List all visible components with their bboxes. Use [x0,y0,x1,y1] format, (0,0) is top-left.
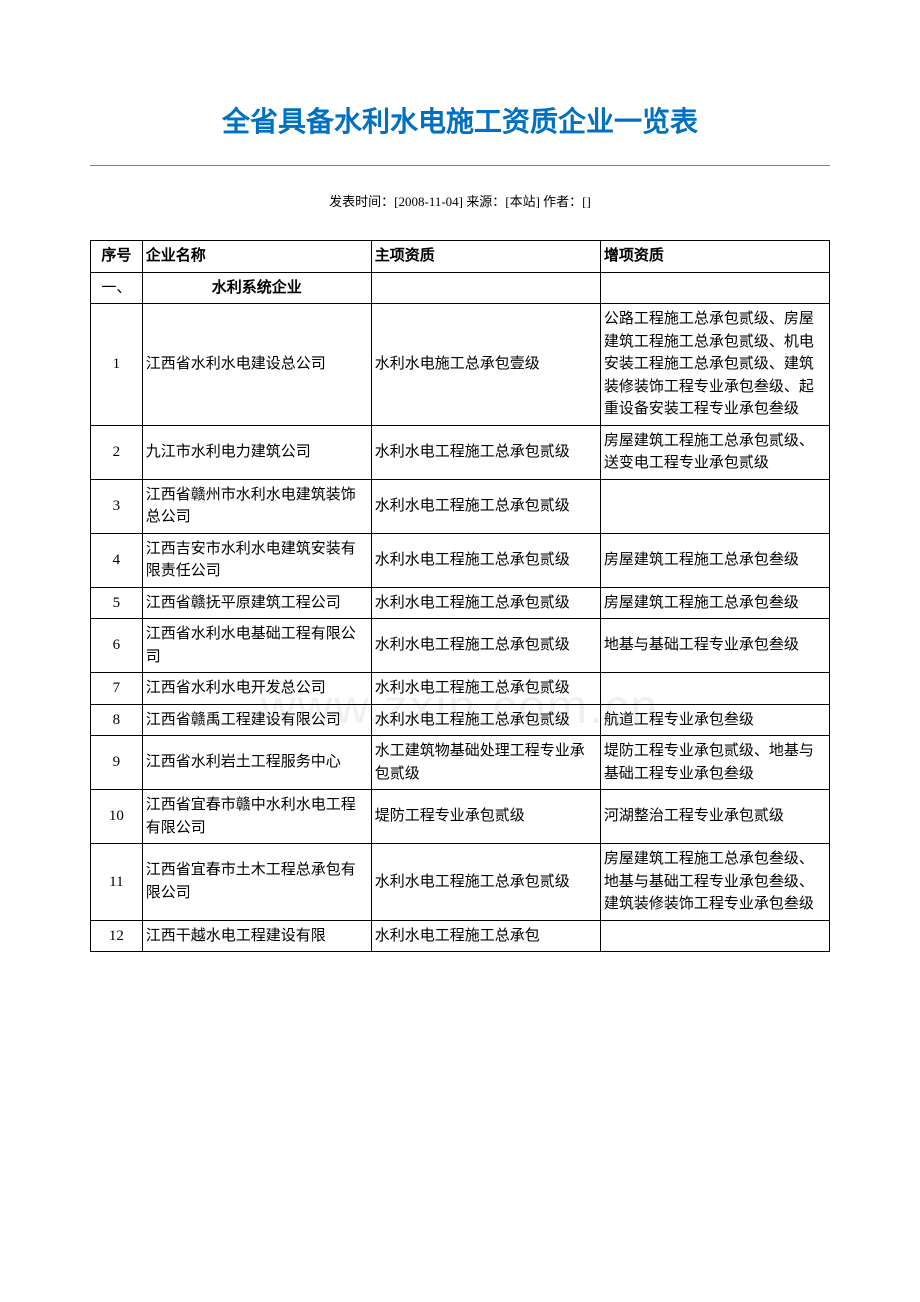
cell-seq: 3 [91,479,143,533]
cell-seq: 1 [91,304,143,426]
cell-seq: 9 [91,736,143,790]
table-body: 一、 水利系统企业 1江西省水利水电建设总公司水利水电施工总承包壹级公路工程施工… [91,272,830,952]
cell-name: 江西省宜春市土木工程总承包有限公司 [142,844,371,921]
header-main: 主项资质 [371,241,600,273]
cell-main: 水利水电施工总承包壹级 [371,304,600,426]
cell-name: 江西省水利岩土工程服务中心 [142,736,371,790]
cell-main: 水利水电工程施工总承包贰级 [371,533,600,587]
header-extra: 增项资质 [600,241,829,273]
table-row: 6江西省水利水电基础工程有限公司水利水电工程施工总承包贰级地基与基础工程专业承包… [91,619,830,673]
table-row: 11江西省宜春市土木工程总承包有限公司水利水电工程施工总承包贰级房屋建筑工程施工… [91,844,830,921]
cell-seq: 12 [91,920,143,952]
table-row: 5江西省赣抚平原建筑工程公司水利水电工程施工总承包贰级房屋建筑工程施工总承包叁级 [91,587,830,619]
table-row: 2九江市水利电力建筑公司水利水电工程施工总承包贰级房屋建筑工程施工总承包贰级、送… [91,425,830,479]
cell-seq: 8 [91,704,143,736]
cell-extra: 航道工程专业承包叁级 [600,704,829,736]
cell-extra: 地基与基础工程专业承包叁级 [600,619,829,673]
cell-main: 水利水电工程施工总承包贰级 [371,704,600,736]
qualification-table: 序号 企业名称 主项资质 增项资质 一、 水利系统企业 1江西省水利水电建设总公… [90,240,830,952]
cell-seq: 11 [91,844,143,921]
section-row: 一、 水利系统企业 [91,272,830,304]
section-main [371,272,600,304]
cell-main: 水利水电工程施工总承包贰级 [371,673,600,705]
cell-main: 水利水电工程施工总承包贰级 [371,587,600,619]
cell-name: 江西干越水电工程建设有限 [142,920,371,952]
cell-main: 水利水电工程施工总承包贰级 [371,619,600,673]
section-extra [600,272,829,304]
cell-extra: 房屋建筑工程施工总承包叁级、地基与基础工程专业承包叁级、建筑装修装饰工程专业承包… [600,844,829,921]
cell-seq: 7 [91,673,143,705]
cell-main: 水利水电工程施工总承包贰级 [371,425,600,479]
cell-name: 江西省赣抚平原建筑工程公司 [142,587,371,619]
cell-name: 江西省水利水电开发总公司 [142,673,371,705]
meta-info: 发表时间：[2008-11-04] 来源：[本站] 作者：[] [90,191,830,210]
cell-extra [600,479,829,533]
divider [90,165,830,166]
cell-name: 江西省赣州市水利水电建筑装饰总公司 [142,479,371,533]
table-row: 10江西省宜春市赣中水利水电工程有限公司堤防工程专业承包贰级河湖整治工程专业承包… [91,790,830,844]
cell-main: 水利水电工程施工总承包 [371,920,600,952]
section-name: 水利系统企业 [142,272,371,304]
cell-name: 九江市水利电力建筑公司 [142,425,371,479]
cell-seq: 6 [91,619,143,673]
section-seq: 一、 [91,272,143,304]
cell-seq: 4 [91,533,143,587]
cell-name: 江西省宜春市赣中水利水电工程有限公司 [142,790,371,844]
cell-extra: 房屋建筑工程施工总承包贰级、送变电工程专业承包贰级 [600,425,829,479]
cell-extra: 堤防工程专业承包贰级、地基与基础工程专业承包叁级 [600,736,829,790]
table-row: 3江西省赣州市水利水电建筑装饰总公司水利水电工程施工总承包贰级 [91,479,830,533]
cell-main: 水利水电工程施工总承包贰级 [371,844,600,921]
cell-main: 水工建筑物基础处理工程专业承包贰级 [371,736,600,790]
cell-extra [600,920,829,952]
cell-name: 江西吉安市水利水电建筑安装有限责任公司 [142,533,371,587]
table-header-row: 序号 企业名称 主项资质 增项资质 [91,241,830,273]
table-row: 7江西省水利水电开发总公司水利水电工程施工总承包贰级 [91,673,830,705]
cell-extra: 房屋建筑工程施工总承包叁级 [600,587,829,619]
cell-main: 堤防工程专业承包贰级 [371,790,600,844]
cell-extra [600,673,829,705]
cell-seq: 5 [91,587,143,619]
header-seq: 序号 [91,241,143,273]
cell-extra: 河湖整治工程专业承包贰级 [600,790,829,844]
cell-main: 水利水电工程施工总承包贰级 [371,479,600,533]
table-row: 12江西干越水电工程建设有限水利水电工程施工总承包 [91,920,830,952]
cell-name: 江西省水利水电基础工程有限公司 [142,619,371,673]
cell-extra: 公路工程施工总承包贰级、房屋建筑工程施工总承包贰级、机电安装工程施工总承包贰级、… [600,304,829,426]
header-name: 企业名称 [142,241,371,273]
table-row: 4江西吉安市水利水电建筑安装有限责任公司水利水电工程施工总承包贰级房屋建筑工程施… [91,533,830,587]
cell-extra: 房屋建筑工程施工总承包叁级 [600,533,829,587]
cell-seq: 10 [91,790,143,844]
cell-name: 江西省赣禹工程建设有限公司 [142,704,371,736]
table-row: 1江西省水利水电建设总公司水利水电施工总承包壹级公路工程施工总承包贰级、房屋建筑… [91,304,830,426]
cell-seq: 2 [91,425,143,479]
table-row: 9江西省水利岩土工程服务中心水工建筑物基础处理工程专业承包贰级堤防工程专业承包贰… [91,736,830,790]
page-title: 全省具备水利水电施工资质企业一览表 [90,100,830,140]
table-row: 8江西省赣禹工程建设有限公司水利水电工程施工总承包贰级航道工程专业承包叁级 [91,704,830,736]
cell-name: 江西省水利水电建设总公司 [142,304,371,426]
